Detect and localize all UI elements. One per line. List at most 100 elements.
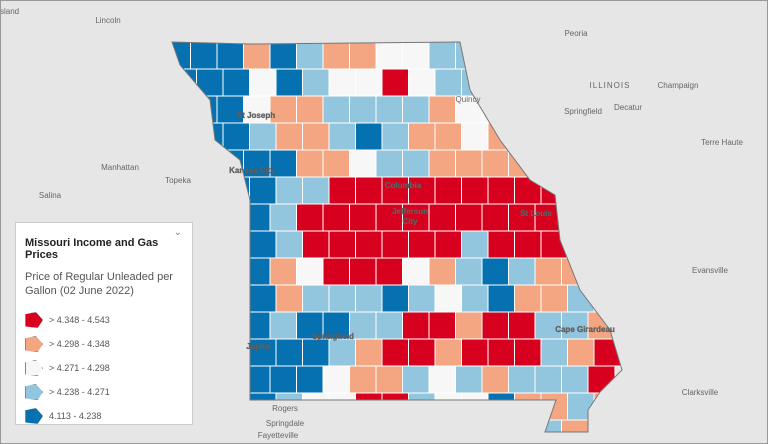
county bbox=[461, 392, 489, 421]
county bbox=[408, 338, 436, 367]
legend-swatch bbox=[25, 408, 43, 424]
county bbox=[434, 230, 463, 259]
county bbox=[190, 365, 218, 394]
county bbox=[593, 392, 622, 421]
county bbox=[381, 230, 410, 259]
county bbox=[375, 311, 404, 340]
counties bbox=[172, 42, 622, 432]
place-label: Kansas City bbox=[229, 166, 275, 175]
county bbox=[322, 203, 351, 232]
county bbox=[455, 311, 483, 340]
county bbox=[196, 68, 224, 97]
county bbox=[561, 365, 589, 394]
county bbox=[540, 338, 569, 367]
county bbox=[355, 392, 383, 421]
county bbox=[561, 419, 589, 432]
county bbox=[349, 149, 377, 178]
county bbox=[381, 122, 410, 151]
county bbox=[534, 365, 563, 394]
county bbox=[190, 95, 218, 124]
county bbox=[408, 284, 436, 313]
place-label: Fayetteville bbox=[258, 431, 299, 440]
county bbox=[196, 230, 224, 259]
county bbox=[408, 176, 436, 205]
county bbox=[216, 311, 245, 340]
county bbox=[455, 42, 483, 70]
place-label: Cape Girardeau bbox=[555, 325, 615, 334]
legend-label: > 4.298 - 4.348 bbox=[49, 339, 110, 349]
county bbox=[190, 203, 218, 232]
legend-subtitle: Price of Regular Unleaded per Gallon (02… bbox=[25, 271, 173, 297]
place-label: Champaign bbox=[658, 81, 699, 90]
county bbox=[222, 176, 251, 205]
collapse-icon[interactable]: ⌄ bbox=[173, 227, 182, 238]
county bbox=[222, 122, 251, 151]
county bbox=[302, 176, 330, 205]
county bbox=[190, 149, 218, 178]
county bbox=[461, 68, 489, 97]
place-label: Jefferson City bbox=[392, 207, 428, 226]
county bbox=[408, 392, 436, 421]
county bbox=[561, 311, 589, 340]
county bbox=[408, 230, 436, 259]
place-label: St Joseph bbox=[237, 111, 275, 120]
county bbox=[196, 122, 224, 151]
county bbox=[481, 257, 510, 286]
county bbox=[428, 42, 457, 70]
county bbox=[455, 203, 483, 232]
place-label: Manhattan bbox=[101, 163, 139, 172]
county bbox=[269, 257, 298, 286]
county bbox=[322, 149, 351, 178]
county bbox=[196, 392, 224, 421]
legend: ⌄ Missouri Income and Gas Prices Price o… bbox=[15, 222, 193, 425]
county bbox=[249, 176, 277, 205]
county bbox=[355, 176, 383, 205]
county bbox=[514, 338, 542, 367]
county bbox=[196, 284, 224, 313]
county bbox=[172, 42, 192, 70]
county bbox=[296, 203, 324, 232]
county bbox=[428, 311, 457, 340]
county bbox=[567, 338, 595, 367]
county bbox=[455, 419, 483, 432]
county bbox=[567, 284, 595, 313]
legend-item: > 4.298 - 4.348 bbox=[25, 332, 183, 356]
county bbox=[487, 68, 516, 97]
legend-item: > 4.271 - 4.298 bbox=[25, 356, 183, 380]
legend-title: Missouri Income and Gas Prices bbox=[25, 237, 159, 261]
place-label: Springfield bbox=[312, 332, 354, 341]
county bbox=[190, 257, 218, 286]
county bbox=[243, 203, 271, 232]
county bbox=[428, 95, 457, 124]
county bbox=[349, 42, 377, 70]
county bbox=[216, 419, 245, 432]
county bbox=[302, 230, 330, 259]
county bbox=[243, 365, 271, 394]
county bbox=[172, 68, 198, 97]
county bbox=[487, 284, 516, 313]
county bbox=[375, 419, 404, 432]
county bbox=[243, 257, 271, 286]
county bbox=[514, 392, 542, 421]
county bbox=[172, 95, 192, 124]
county bbox=[567, 176, 595, 205]
county bbox=[249, 230, 277, 259]
county bbox=[302, 338, 330, 367]
county bbox=[222, 230, 251, 259]
county bbox=[402, 42, 430, 70]
county bbox=[593, 284, 622, 313]
legend-swatch bbox=[25, 336, 43, 352]
county bbox=[302, 68, 330, 97]
county bbox=[593, 230, 622, 259]
county bbox=[275, 122, 304, 151]
county bbox=[216, 203, 245, 232]
place-label: Salina bbox=[39, 191, 62, 200]
county bbox=[355, 338, 383, 367]
place-label: Springdale bbox=[266, 419, 305, 428]
county bbox=[296, 95, 324, 124]
county bbox=[322, 42, 351, 70]
county bbox=[172, 149, 192, 178]
county bbox=[349, 311, 377, 340]
county bbox=[402, 149, 430, 178]
county bbox=[434, 68, 463, 97]
